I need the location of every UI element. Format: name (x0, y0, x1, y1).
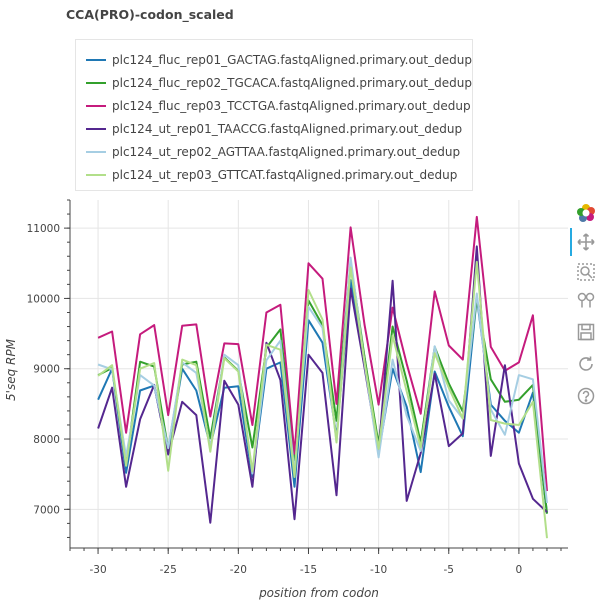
legend-item[interactable]: plc124_fluc_rep03_TCCTGA.fastqAligned.pr… (86, 96, 471, 116)
save-icon[interactable] (575, 321, 597, 343)
active-tool-indicator (570, 228, 572, 256)
wheel-zoom-icon[interactable] (575, 289, 597, 311)
legend-swatch (86, 59, 106, 61)
x-tick-label: -20 (230, 564, 247, 576)
y-tick-label: 11000 (27, 223, 60, 235)
box-zoom-icon[interactable] (575, 261, 597, 283)
x-tick-label: -5 (444, 564, 454, 576)
legend-label: plc124_fluc_rep02_TGCACA.fastqAligned.pr… (112, 76, 472, 90)
legend-item[interactable]: plc124_ut_rep02_AGTTAA.fastqAligned.prim… (86, 142, 460, 162)
legend-label: plc124_ut_rep03_GTTCAT.fastqAligned.prim… (112, 168, 458, 182)
y-axis-title: 5'seq RPM (4, 338, 18, 401)
legend-item[interactable]: plc124_fluc_rep02_TGCACA.fastqAligned.pr… (86, 73, 472, 93)
y-tick-label: 8000 (33, 434, 60, 446)
chart-toolbar (570, 200, 600, 415)
legend-swatch (86, 105, 106, 107)
legend-item[interactable]: plc124_ut_rep03_GTTCAT.fastqAligned.prim… (86, 165, 457, 185)
legend-label: plc124_fluc_rep03_TCCTGA.fastqAligned.pr… (112, 99, 471, 113)
series-line[interactable] (97, 260, 548, 539)
help-icon[interactable] (575, 385, 597, 407)
legend-swatch (86, 151, 106, 153)
y-tick-label: 9000 (33, 364, 60, 376)
legend-swatch (86, 174, 106, 176)
series-line[interactable] (97, 215, 548, 492)
x-tick-label: -15 (300, 564, 317, 576)
reset-icon[interactable] (575, 353, 597, 375)
legend-item[interactable]: plc124_ut_rep01_TAACCG.fastqAligned.prim… (86, 119, 462, 139)
legend: plc124_fluc_rep01_GACTAG.fastqAligned.pr… (75, 39, 473, 191)
grid (70, 200, 568, 548)
legend-label: plc124_ut_rep02_AGTTAA.fastqAligned.prim… (112, 145, 461, 159)
y-tick-label: 10000 (27, 293, 60, 305)
axes: -30 -25 -20 -15 -10 -5 0 7000 8000 9000 10000 11000 (27, 199, 568, 576)
legend-label: plc124_ut_rep01_TAACCG.fastqAligned.prim… (112, 122, 463, 136)
x-tick-label: -30 (89, 564, 106, 576)
legend-swatch (86, 82, 106, 84)
legend-item[interactable]: plc124_fluc_rep01_GACTAG.fastqAligned.pr… (86, 50, 472, 70)
pan-icon[interactable] (575, 231, 597, 253)
legend-label: plc124_fluc_rep01_GACTAG.fastqAligned.pr… (112, 53, 472, 67)
series-lines (97, 215, 548, 539)
x-tick-label: -10 (370, 564, 387, 576)
y-tick-label: 7000 (33, 504, 60, 516)
legend-swatch (86, 128, 106, 130)
x-axis-title: position from codon (258, 586, 379, 600)
chart-title: CCA(PRO)-codon_scaled (66, 7, 234, 22)
bokeh-logo-icon[interactable] (575, 202, 597, 224)
x-tick-label: -25 (160, 564, 177, 576)
x-tick-label: 0 (516, 564, 523, 576)
